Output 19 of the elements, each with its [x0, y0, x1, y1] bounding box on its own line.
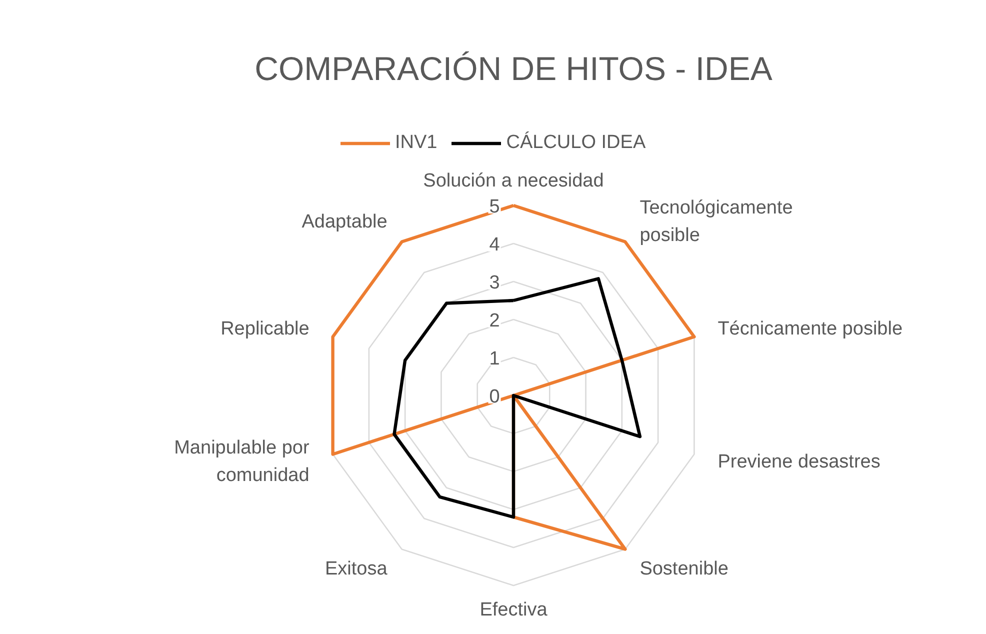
spoke-label: Exitosa [324, 558, 388, 580]
y-tick-label: 0 [489, 386, 500, 408]
spoke-label: Tecnológicamente posible [640, 198, 793, 246]
spoke-label: Técnicamente posible [718, 318, 903, 340]
spoke-label: Manipulable por comunidad [174, 438, 310, 486]
spoke-label: Replicable [220, 318, 310, 340]
y-tick-label: 4 [489, 234, 500, 256]
legend-label: CÁLCULO IDEA [506, 132, 646, 154]
spoke-label: Adaptable [302, 211, 388, 232]
y-tick-label: 1 [489, 348, 500, 370]
spoke-label: Efectiva [480, 600, 548, 621]
spoke-label: Solución a necesidad [423, 170, 604, 192]
legend-label: INV1 [395, 132, 438, 154]
y-tick-label: 2 [489, 310, 500, 332]
y-tick-label: 5 [489, 196, 500, 218]
spoke-label: Previene desastres [718, 451, 880, 472]
chart-title: COMPARACIÓN DE HITOS - IDEA [254, 50, 772, 87]
y-tick-label: 3 [489, 272, 500, 294]
spoke-label: Sostenible [640, 558, 728, 580]
